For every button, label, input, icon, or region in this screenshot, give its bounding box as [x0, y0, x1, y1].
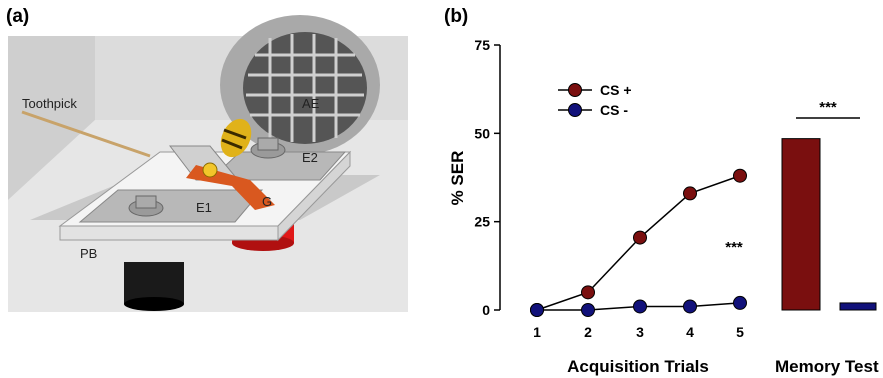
y-tick-label: 75 — [474, 37, 490, 53]
significance-memory: *** — [819, 99, 837, 116]
memory-bar-cs-minus — [839, 302, 877, 311]
electrode-e2 — [208, 151, 347, 181]
label-toothpick: Toothpick — [22, 96, 77, 111]
series-layer — [530, 168, 747, 317]
x-axis-title-acquisition: Acquisition Trials — [567, 357, 709, 376]
label-ae: AE — [302, 96, 320, 111]
y-axis-title: % SER — [448, 151, 467, 206]
legend-marker — [568, 83, 582, 97]
legend: CS + CS - — [558, 82, 632, 118]
x-tick-label: 5 — [736, 324, 744, 340]
y-tick-label: 50 — [474, 125, 490, 141]
label-pb: PB — [80, 246, 97, 261]
data-point-cs-plus — [683, 186, 697, 201]
x-tick-label: 2 — [584, 324, 592, 340]
y-tick-label: 25 — [474, 214, 490, 230]
label-e1: E1 — [196, 200, 212, 215]
legend-label: CS + — [600, 82, 632, 98]
data-point-cs-minus — [683, 299, 697, 314]
x-tick-label: 3 — [636, 324, 644, 340]
x-axis: 1 2 3 4 5 — [533, 324, 744, 340]
data-point-cs-minus — [581, 303, 595, 317]
electrode-e1 — [78, 189, 264, 223]
data-point-cs-minus — [633, 299, 647, 314]
label-e2: E2 — [302, 150, 318, 165]
data-point-cs-minus — [733, 295, 747, 310]
label-g: G — [262, 194, 272, 209]
ser-chart: (b) 0 25 50 75 1 2 3 4 5 CS + CS - % SER Acquisi… — [444, 6, 879, 376]
x-axis-title-memory: Memory Test — [775, 357, 879, 376]
apparatus-illustration: (a) AE Toothpick PB E1 E2 G — [6, 6, 408, 312]
air-exhaust-mesh — [246, 34, 364, 142]
toothpick — [21, 110, 151, 158]
memory-bar-cs-plus — [781, 138, 821, 311]
panel-b-label: (b) — [444, 6, 468, 27]
data-point-cs-minus — [530, 303, 544, 317]
y-tick-label: 0 — [482, 302, 490, 318]
x-tick-label: 1 — [533, 324, 541, 340]
legend-label: CS - — [600, 102, 628, 118]
x-tick-label: 4 — [686, 324, 694, 340]
data-point-cs-plus — [733, 168, 747, 183]
honeybee — [202, 118, 252, 178]
data-point-cs-plus — [581, 285, 595, 300]
data-point-cs-plus — [633, 230, 647, 245]
significance-acquisition: *** — [725, 239, 743, 256]
memory-test-bars — [781, 138, 877, 311]
y-axis: 0 25 50 75 — [474, 37, 501, 318]
panel-a-label: (a) — [6, 6, 29, 27]
left-wall — [8, 36, 95, 200]
air-exhaust-grid — [243, 32, 367, 144]
legend-marker — [568, 103, 582, 117]
